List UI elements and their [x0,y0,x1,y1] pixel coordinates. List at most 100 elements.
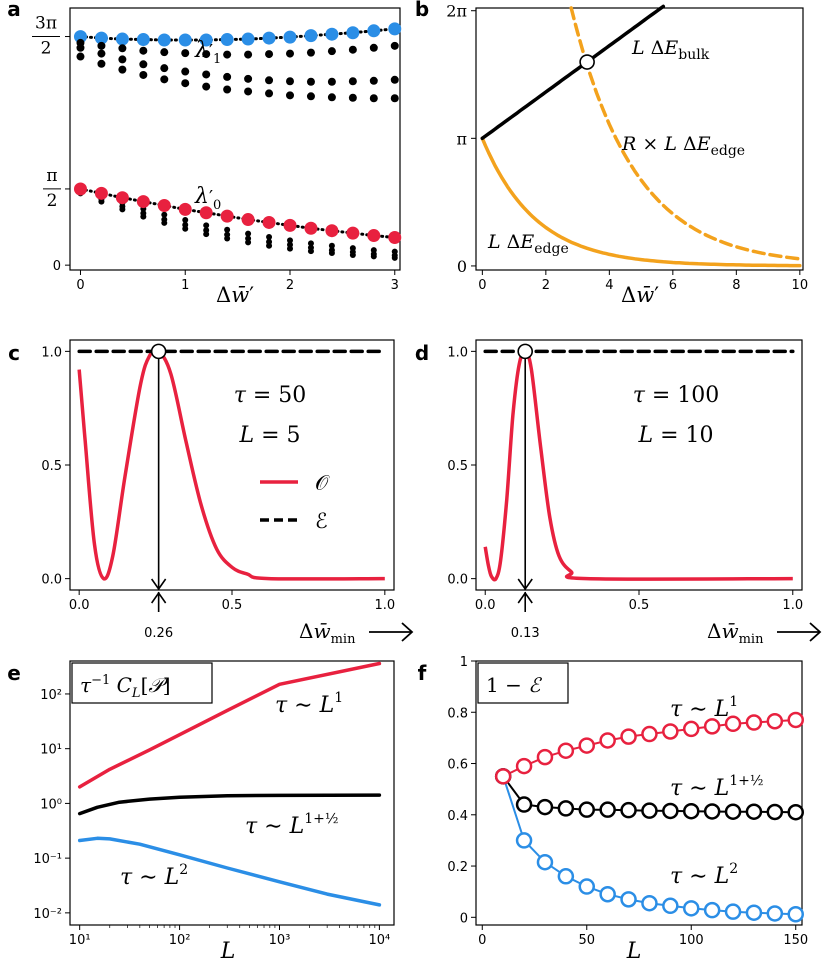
d-xlabel-arrowhead [809,622,822,642]
a-point [98,198,105,205]
a-point [181,67,190,76]
f-point [536,748,554,766]
a-point [390,75,399,84]
panel-label-c: c [8,341,20,365]
a-point [244,74,253,83]
a-point [118,65,127,74]
a-point [245,239,252,246]
c-line-overlap [77,348,385,581]
a-point [157,33,171,47]
f-point [787,711,804,729]
f-point [641,725,658,743]
b-line-bulk [480,4,666,141]
b-line-edge [480,136,802,268]
a-point [94,31,108,45]
a-ytick-label-0: 0 [53,259,61,274]
d-ytick-1.0: 1.0 [447,345,468,360]
a-point [287,245,293,252]
d-marker-arrow-up [517,591,533,604]
c-xtick-1.0: 1.0 [374,598,395,613]
a-point [118,55,127,64]
f-point [515,757,533,775]
a-point [160,64,169,73]
a-point [348,45,357,54]
e-xtick-3: 10⁴ [369,933,391,948]
d-xlabel: Δw̄min [707,619,764,647]
f-xtick-150: 150 [783,933,808,948]
a-point [390,41,399,50]
f-point [599,801,616,818]
a-point [283,30,297,44]
a-annotation-lambda1: λ′1 [194,38,221,67]
d-ytick-0.0: 0.0 [447,573,468,588]
a-point [306,77,315,86]
a-point [220,33,234,47]
f-point [662,897,679,915]
f-point [745,803,763,820]
a-point [223,72,232,81]
f-point [745,714,763,731]
b-label-scaled: R × L ΔEedge [621,133,745,159]
a-point [119,206,126,213]
a-point [203,231,210,238]
a-ytick-pi2-num: π [46,166,57,186]
f-point [599,732,616,749]
a-point [262,215,276,229]
a-point [304,221,318,235]
f-point [703,803,721,820]
a-point [328,250,335,257]
e-ytick-4: 10² [40,688,62,703]
f-point [578,737,596,754]
a-point [369,43,378,52]
f-point [766,712,784,730]
a-point [118,44,127,53]
a-point [306,92,315,101]
panel-f-frame [475,660,803,926]
a-point [286,91,294,100]
panel-label-e: e [7,661,21,685]
f-point [703,718,721,735]
b-xtick-2: 2 [542,278,550,293]
c-marker-arrow-up [150,591,167,604]
f-point [494,768,512,785]
f-point [682,802,700,820]
b-xtick-8: 8 [732,278,740,293]
b-ytick-label-1: π [456,129,467,148]
a-point [241,213,255,227]
d-ytick-0.5: 0.5 [447,459,468,474]
f-xlabel: L [626,939,642,964]
a-point [178,202,192,216]
c-ytick-0.0: 0.0 [41,573,62,588]
a-point [181,49,190,58]
a-point [287,237,293,244]
a-point [346,226,360,240]
f-ytick-0: 0 [460,911,468,926]
a-point [224,226,231,233]
a-point [370,253,377,260]
a-point [306,48,315,57]
a-point [161,219,168,226]
f-point [641,894,658,912]
e-title-box [71,662,213,704]
a-point [286,49,294,58]
e-line-0 [77,661,382,789]
f-title: 1 − ℰ [486,673,542,697]
a-point [202,70,211,79]
e-xtick-2: 10³ [269,933,291,948]
d-xtick-0.0: 0.0 [475,598,496,613]
a-point [325,27,339,41]
a-point [369,94,378,103]
panel-label-d: d [415,341,429,365]
f-ytick-0.6: 0.6 [447,758,468,773]
c-xlabel: Δw̄min [299,619,356,647]
a-point [224,235,231,242]
a-ytick-3pi2-den: 2 [41,39,52,59]
e-title: τ−1 CL[𝒫] [80,673,171,701]
a-point [391,254,398,261]
c-param-L: L = 5 [238,423,300,448]
f-ytick-0.8: 0.8 [447,706,468,721]
f-label-L1: τ ∼ L1 [670,694,738,722]
e-xlabel: L [220,939,236,964]
a-xlabel: Δw̄′ [216,283,254,307]
a-point [262,31,276,45]
